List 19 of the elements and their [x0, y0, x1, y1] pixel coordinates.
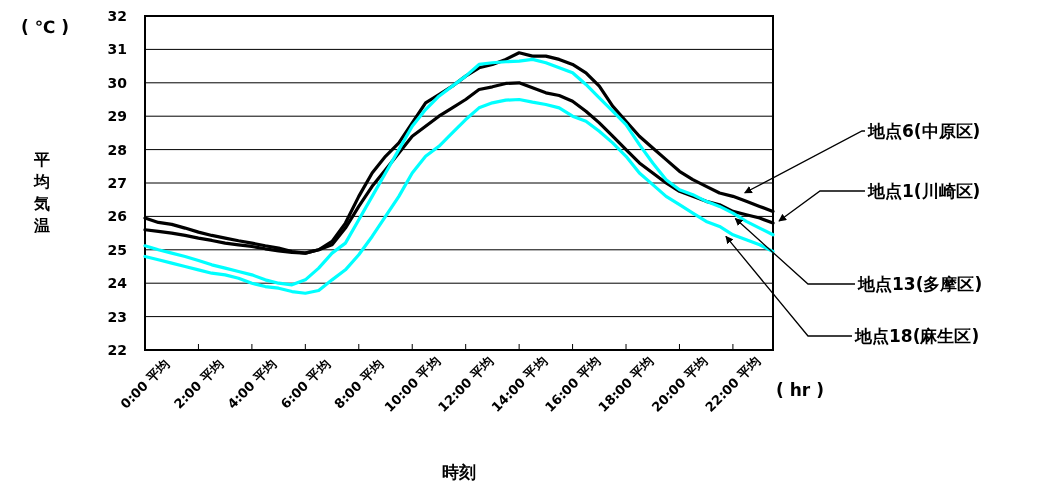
text: 地点6(中原区) — [867, 120, 981, 141]
y-tick-label: 29 — [107, 108, 127, 125]
text: ( hr ) — [776, 380, 824, 400]
text: ( ℃ ) — [21, 17, 69, 37]
y-tick-label: 27 — [107, 174, 127, 191]
y-tick-label: 23 — [107, 308, 127, 325]
y-tick-label: 22 — [107, 341, 127, 358]
text: 地点18(麻生区) — [854, 325, 980, 346]
y-tick-label: 31 — [107, 41, 127, 58]
text: 地点1(川崎区) — [867, 180, 981, 201]
y-axis-title: 平均気温 — [33, 150, 50, 235]
y-tick-label: 24 — [107, 275, 128, 292]
y-tick-label: 25 — [107, 241, 127, 258]
y-tick-label: 28 — [107, 141, 127, 158]
y-tick-label: 32 — [107, 7, 127, 24]
text: 地点13(多摩区) — [857, 273, 983, 294]
y-tick-label: 26 — [107, 208, 127, 225]
x-axis-title: 時刻 — [442, 462, 476, 482]
y-tick-label: 30 — [107, 74, 128, 91]
